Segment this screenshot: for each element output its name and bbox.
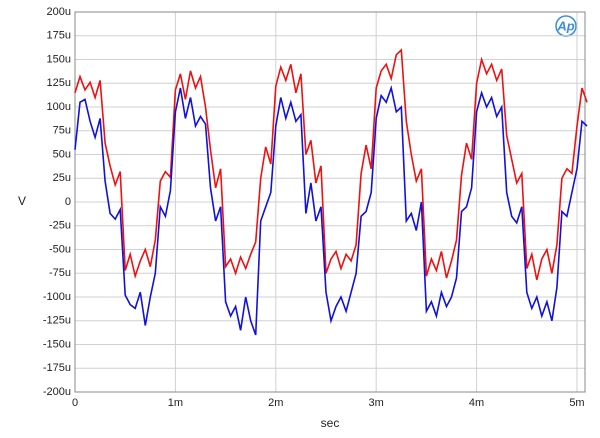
y-tick-label: -100u (43, 291, 71, 303)
y-axis-label: V (18, 194, 26, 208)
y-tick-label: 0 (65, 196, 71, 208)
y-tick-label: 100u (47, 101, 71, 113)
y-tick-label: -75u (49, 267, 71, 279)
x-tick-label: 1m (168, 397, 183, 409)
x-tick-label: 3m (369, 397, 384, 409)
x-axis-label: sec (321, 416, 340, 430)
x-tick-label: 0 (72, 397, 78, 409)
x-tick-label: 2m (268, 397, 283, 409)
y-tick-label: -50u (49, 243, 71, 255)
y-tick-label: -125u (43, 315, 71, 327)
logo: Ap (556, 18, 574, 33)
y-tick-label: 75u (53, 125, 71, 137)
x-tick-label: 4m (469, 397, 484, 409)
y-tick-label: 175u (47, 30, 71, 42)
series-line (74, 85, 588, 336)
y-tick-label: 25u (53, 172, 71, 184)
y-tick-label: 150u (47, 53, 71, 65)
y-tick-label: -200u (43, 386, 71, 398)
plot-frame (74, 11, 586, 393)
y-tick-label: -25u (49, 220, 71, 232)
y-tick-label: -175u (43, 362, 71, 374)
y-tick-label: 200u (47, 6, 71, 18)
series-line (74, 48, 588, 281)
x-tick-label: 5m (569, 397, 584, 409)
y-tick-label: -150u (43, 338, 71, 350)
y-tick-label: 50u (53, 148, 71, 160)
y-tick-label: 125u (47, 77, 71, 89)
